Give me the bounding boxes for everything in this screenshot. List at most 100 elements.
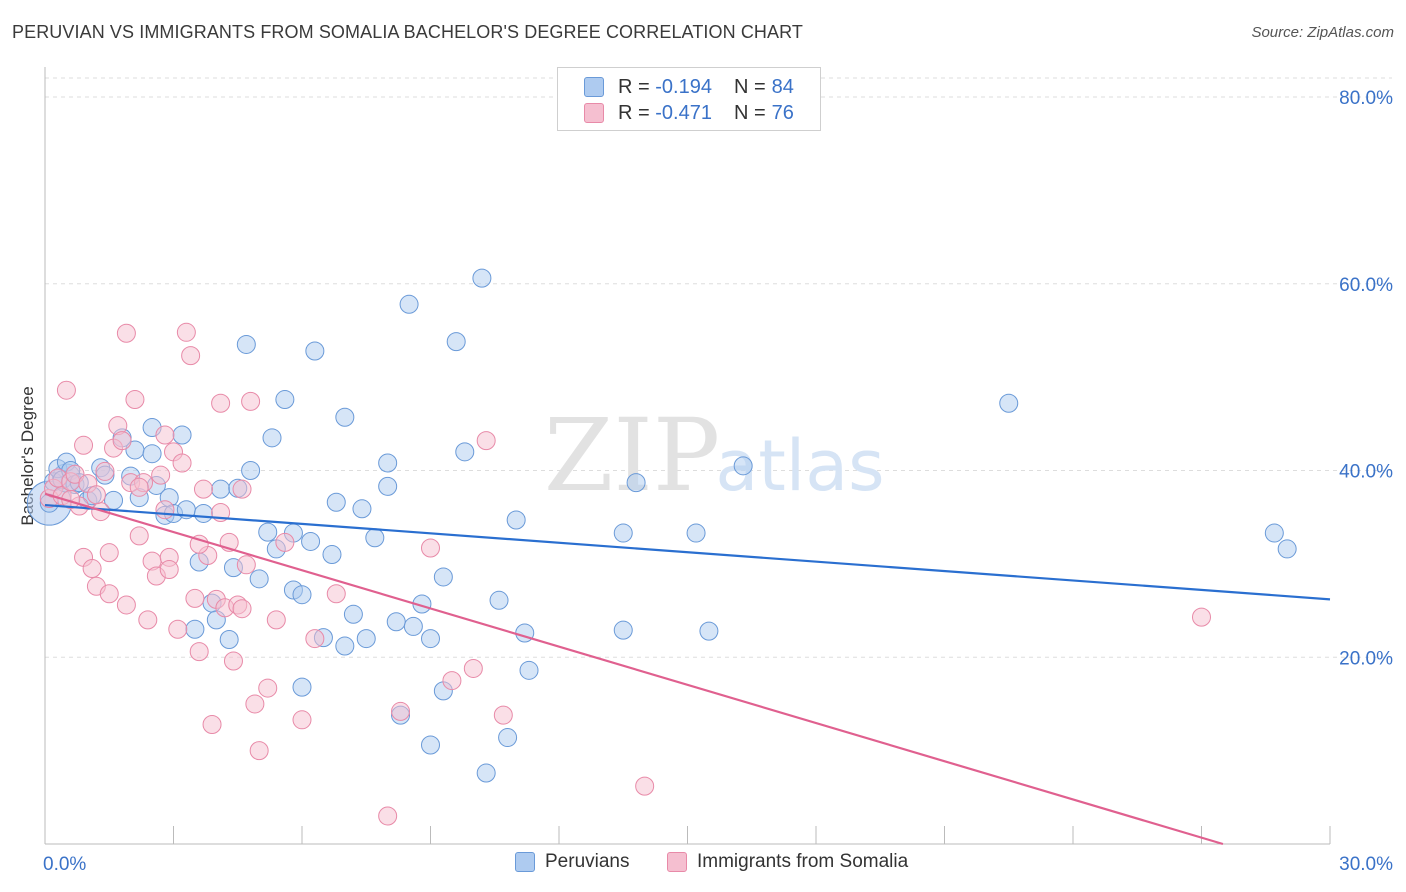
data-point xyxy=(519,660,539,680)
data-point xyxy=(258,522,278,542)
trend-lines xyxy=(44,492,1331,846)
data-point xyxy=(159,559,179,579)
data-point xyxy=(378,476,398,496)
correlation-legend: R = -0.194 N = 84 R = -0.471 N = 76 xyxy=(557,67,821,131)
data-point xyxy=(241,461,261,480)
data-point xyxy=(356,629,376,649)
watermark-zip: ZIP xyxy=(544,397,720,514)
data-point xyxy=(506,510,526,530)
data-point xyxy=(249,569,269,589)
data-point xyxy=(95,461,115,481)
data-point xyxy=(138,610,158,630)
data-point xyxy=(275,390,295,410)
data-point xyxy=(421,538,440,558)
data-point xyxy=(142,444,162,464)
data-point xyxy=(343,604,363,624)
data-point xyxy=(493,705,513,725)
data-point xyxy=(211,479,231,499)
data-point xyxy=(391,701,411,721)
data-point xyxy=(365,528,385,548)
data-point xyxy=(305,341,325,361)
data-point xyxy=(626,473,646,493)
data-point xyxy=(403,616,423,636)
legend-r-label: R = xyxy=(618,101,650,124)
data-point xyxy=(386,612,406,632)
data-point xyxy=(463,658,483,678)
data-point xyxy=(335,407,355,427)
chart-title: PERUVIAN VS IMMIGRANTS FROM SOMALIA BACH… xyxy=(12,22,803,42)
data-point xyxy=(1277,539,1297,559)
data-point xyxy=(116,323,136,343)
trend-line-peruvians xyxy=(44,503,1331,601)
legend-swatch-blue xyxy=(584,77,604,97)
data-point xyxy=(249,741,269,761)
data-point xyxy=(172,453,192,473)
data-point xyxy=(155,500,175,520)
x-tick-label: 0.0% xyxy=(43,854,86,875)
legend-item-somalia[interactable]: Immigrants from Somalia xyxy=(667,851,908,873)
data-point xyxy=(455,442,475,462)
data-point xyxy=(82,559,102,579)
data-point xyxy=(185,619,205,639)
data-point xyxy=(223,651,243,671)
data-point xyxy=(189,642,209,662)
data-point xyxy=(442,671,462,691)
data-point xyxy=(399,294,419,314)
data-point xyxy=(322,545,342,565)
data-point xyxy=(498,728,518,748)
watermark: ZIP atlas xyxy=(544,397,885,514)
y-tick-label: 20.0% xyxy=(1339,648,1393,669)
data-point xyxy=(99,543,119,563)
data-point xyxy=(275,532,295,552)
data-point xyxy=(433,567,453,587)
data-point xyxy=(1264,523,1284,543)
x-tick-label: 30.0% xyxy=(1339,854,1393,875)
data-point xyxy=(232,599,252,619)
data-point xyxy=(686,523,706,543)
legend-n-value: 76 xyxy=(771,101,794,124)
data-point xyxy=(112,431,132,451)
data-point xyxy=(99,584,119,604)
data-point xyxy=(129,526,149,546)
data-point xyxy=(185,588,205,608)
data-point xyxy=(202,714,222,734)
data-point xyxy=(733,456,753,476)
data-point xyxy=(1192,607,1211,627)
axes xyxy=(44,67,1331,845)
data-point xyxy=(378,453,398,473)
data-point xyxy=(241,391,261,411)
data-point xyxy=(489,590,509,610)
data-point xyxy=(613,523,633,543)
data-point xyxy=(326,584,346,604)
legend-n-label: N = xyxy=(733,75,766,98)
data-point xyxy=(352,499,372,519)
data-point xyxy=(613,620,633,640)
data-point xyxy=(211,393,231,413)
data-point xyxy=(125,390,145,410)
legend-item-peruvians[interactable]: Peruvians xyxy=(515,851,630,873)
data-point xyxy=(151,465,171,485)
legend-n-value: 84 xyxy=(771,75,794,98)
data-point xyxy=(245,694,265,714)
trend-line-somalia xyxy=(44,492,1224,846)
legend-r-value: -0.194 xyxy=(655,75,712,98)
data-point xyxy=(305,629,325,649)
legend-label-somalia: Immigrants from Somalia xyxy=(697,851,909,872)
legend-swatch-blue xyxy=(515,852,535,872)
data-point xyxy=(236,334,256,354)
data-point xyxy=(378,806,398,826)
data-point xyxy=(129,477,149,497)
series-legend: Peruvians Immigrants from Somalia xyxy=(0,851,1406,877)
y-tick-label: 80.0% xyxy=(1339,88,1393,109)
data-point xyxy=(292,677,312,697)
data-point xyxy=(181,346,201,366)
data-point xyxy=(472,268,492,288)
legend-r-value: -0.471 xyxy=(655,101,712,124)
y-tick-label: 60.0% xyxy=(1339,275,1393,296)
data-point xyxy=(326,492,346,512)
data-point xyxy=(446,332,466,352)
data-point xyxy=(56,380,76,400)
data-point xyxy=(262,428,282,448)
data-point xyxy=(193,479,213,499)
